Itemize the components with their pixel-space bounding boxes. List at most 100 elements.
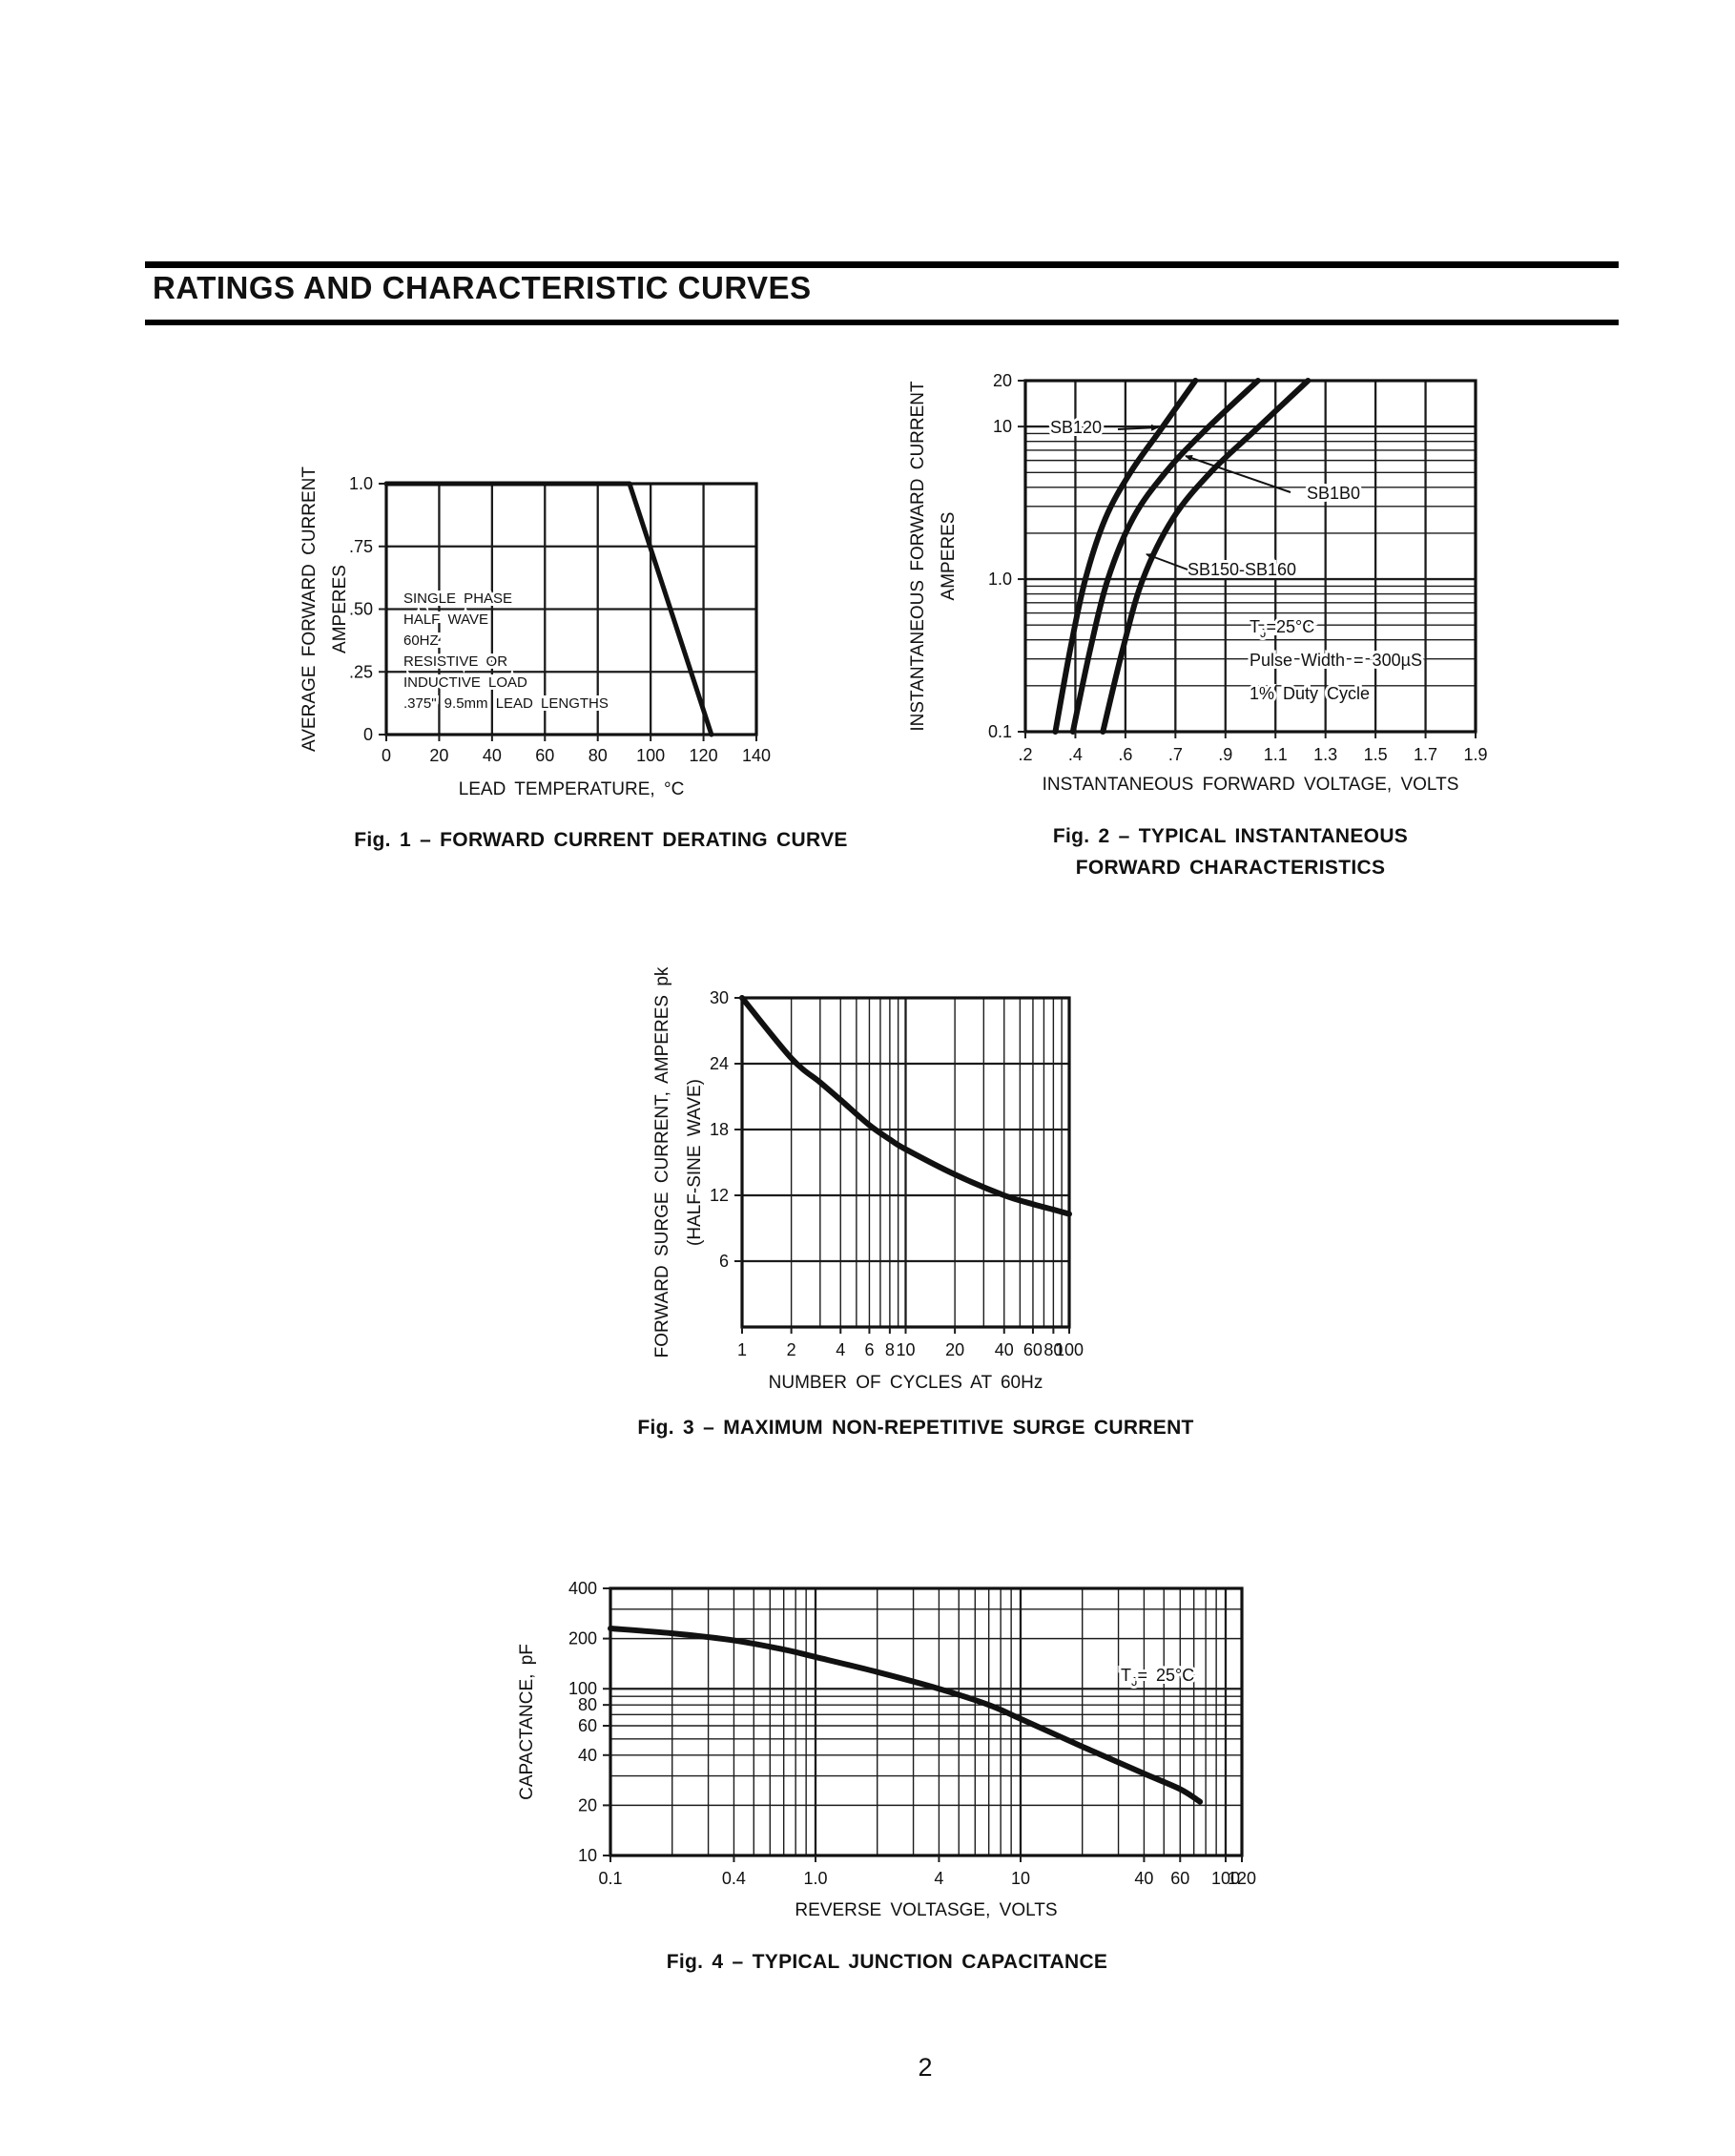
y-tick-label: 6 (719, 1252, 729, 1271)
y-tick-label: 24 (710, 1054, 729, 1073)
fig3-caption-line: Fig. 3 – MAXIMUM NON-REPETITIVE SURGE CU… (637, 1417, 1194, 1439)
x-tick-label: 40 (483, 746, 502, 765)
fig2-series-SB1B0 (1069, 378, 1261, 735)
fig4-caption-line: Fig. 4 – TYPICAL JUNCTION CAPACITANCE (666, 1951, 1108, 1973)
fig4-caption: Fig. 4 – TYPICAL JUNCTION CAPACITANCE (496, 1946, 1278, 1978)
y-tick-label: 20 (578, 1795, 597, 1814)
fig2-forward-characteristics-chart: .2 .4 .6 .7 .9 1.1 1.3 1.5 1.7 1.9 20 10 1.0 0.1 INSTA… (897, 334, 1564, 811)
fig1-plot: 0 20 40 60 80 100 120 140 1.0 .75 .50 .25 0 LEAD TEMP… (299, 466, 771, 799)
x-axis-title: NUMBER OF CYCLES AT 60Hz (769, 1373, 1043, 1393)
fig3-series-surge-current (739, 995, 1072, 1217)
x-tick-label: 1.7 (1414, 745, 1437, 764)
y-axis-title: (HALF-SINE WAVE) (685, 1079, 705, 1246)
x-tick-label: 20 (429, 746, 448, 765)
fig1-series-derating-curve (383, 481, 714, 737)
y-tick-label: 80 (578, 1695, 597, 1714)
x-tick-label: 2 (787, 1340, 796, 1359)
plot-border (609, 1586, 1244, 1857)
x-tick-label: 60 (1023, 1340, 1043, 1359)
fig2-plot: .2 .4 .6 .7 .9 1.1 1.3 1.5 1.7 1.9 20 10 1.0 0.1 INSTA… (908, 371, 1488, 795)
x-tick-label: 0.4 (722, 1869, 746, 1888)
y-axis-title: FORWARD SURGE CURRENT, AMPERES pk (652, 966, 672, 1358)
annotation-line: 1% Duty Cycle (1250, 684, 1370, 703)
y-tick-label: 1.0 (988, 570, 1012, 589)
fig2-caption-line-1: Fig. 2 – TYPICAL INSTANTANEOUS (1052, 825, 1409, 847)
subscript: J (1131, 1674, 1138, 1689)
fig2-caption-line-2: FORWARD CHARACTERISTICS (1075, 857, 1386, 879)
fig2-caption: Fig. 2 – TYPICAL INSTANTANEOUS FORWARD C… (897, 820, 1564, 883)
annotation-line: HALF WAVE (403, 612, 488, 628)
x-tick-label: 60 (535, 746, 554, 765)
fig4-series-junction-capacitance (608, 1626, 1204, 1805)
text-segment: =25°C (1267, 617, 1315, 636)
x-tick-label: .7 (1168, 745, 1183, 764)
x-tick-label: 140 (742, 746, 771, 765)
fig2-series-SB120 (1052, 378, 1199, 735)
x-tick-label: 1.5 (1364, 745, 1388, 764)
y-tick-label: 400 (568, 1579, 597, 1598)
text-segment: T (1121, 1666, 1131, 1685)
y-tick-label: 30 (710, 988, 729, 1007)
x-axis-title: LEAD TEMPERATURE, °C (459, 779, 685, 799)
x-tick-label: 0 (382, 746, 391, 765)
header-rule-bottom (145, 320, 1619, 325)
fig2-series-SB150-SB160 (1100, 378, 1312, 735)
page-number: 2 (918, 2053, 933, 2082)
annotation-line: SINGLE PHASE (403, 591, 512, 607)
y-tick-label: 18 (710, 1120, 729, 1139)
fig1-caption-line: Fig. 1 – FORWARD CURRENT DERATING CURVE (354, 829, 848, 851)
plot-border (1023, 379, 1477, 734)
y-tick-label: 200 (568, 1629, 597, 1648)
annotation-line: .375" 9.5mm LEAD LENGTHS (403, 695, 609, 712)
x-tick-label: 1.1 (1264, 745, 1288, 764)
y-tick-label: 40 (578, 1746, 597, 1765)
annotation-line: RESISTIVE OR (403, 653, 507, 670)
y-tick-label: 100 (568, 1679, 597, 1698)
annotation-line: INDUCTIVE LOAD (403, 674, 527, 691)
x-tick-label: 1 (737, 1340, 747, 1359)
x-tick-label: 10 (1011, 1869, 1030, 1888)
x-tick-label: 4 (836, 1340, 845, 1359)
fig4-plot: 0.1 0.4 1.0 4 10 40 60 100120400200100806040201… (517, 1579, 1256, 1920)
x-tick-label: 100 (636, 746, 665, 765)
x-tick-label: .9 (1218, 745, 1232, 764)
x-tick-label: 80 (1043, 1340, 1063, 1359)
y-axis-title: AMPERES (330, 565, 350, 653)
fig4-junction-capacitance-chart: 0.1 0.4 1.0 4 10 40 60 100 120 400 200 100 80 60 40 20 1… (496, 1545, 1278, 1937)
fig3-surge-current-chart: 1 2 4 6 8 10 20 40 60 80 100 30 24 18 12 6 NUMBER OF CYC… (591, 906, 1240, 1402)
fig3-caption: Fig. 3 – MAXIMUM NON-REPETITIVE SURGE CU… (591, 1412, 1240, 1443)
x-tick-label: 40 (995, 1340, 1014, 1359)
y-axis-title: CAPACTANCE, pF (517, 1644, 537, 1800)
y-tick-label: .75 (349, 537, 373, 556)
curve-label-arrow (1146, 553, 1188, 570)
x-tick-label: 1.9 (1463, 745, 1487, 764)
y-axis-title: INSTANTANEOUS FORWARD CURRENT (908, 381, 928, 732)
fig1-forward-current-derating-chart: 0 20 40 60 80 100 120 140 1.0 .75 .50 .25 0 LEAD TEMP… (286, 429, 916, 820)
annotation-line: 60HZ (403, 632, 439, 649)
y-tick-label: 10 (993, 417, 1012, 436)
y-tick-label: 12 (710, 1186, 729, 1205)
x-tick-label: 100 (1211, 1869, 1240, 1888)
x-axis-title: INSTANTANEOUS FORWARD VOLTAGE, VOLTS (1043, 775, 1459, 795)
header-rule-top (145, 261, 1619, 268)
curve-label-arrow (1117, 424, 1159, 431)
y-tick-label: 0.1 (988, 722, 1012, 741)
curve-label-arrow (1185, 454, 1291, 493)
text-segment: = 25°C (1138, 1666, 1195, 1685)
x-tick-label: 4 (934, 1869, 943, 1888)
page-title: RATINGS AND CHARACTERISTIC CURVES (153, 270, 812, 305)
x-tick-label: 10 (896, 1340, 915, 1359)
y-tick-label: 20 (993, 371, 1012, 390)
annotation-line: TJ=25°C (1250, 617, 1314, 640)
text-segment: T (1250, 617, 1260, 636)
annotation-line: TJ= 25°C (1121, 1666, 1194, 1689)
y-tick-label: .25 (349, 662, 373, 681)
curve-label: SB150-SB160 (1188, 560, 1296, 579)
x-tick-label: 120 (1228, 1869, 1256, 1888)
x-tick-label: .2 (1018, 745, 1032, 764)
x-tick-label: 6 (864, 1340, 874, 1359)
x-tick-label: 8 (885, 1340, 895, 1359)
x-tick-label: 120 (690, 746, 718, 765)
